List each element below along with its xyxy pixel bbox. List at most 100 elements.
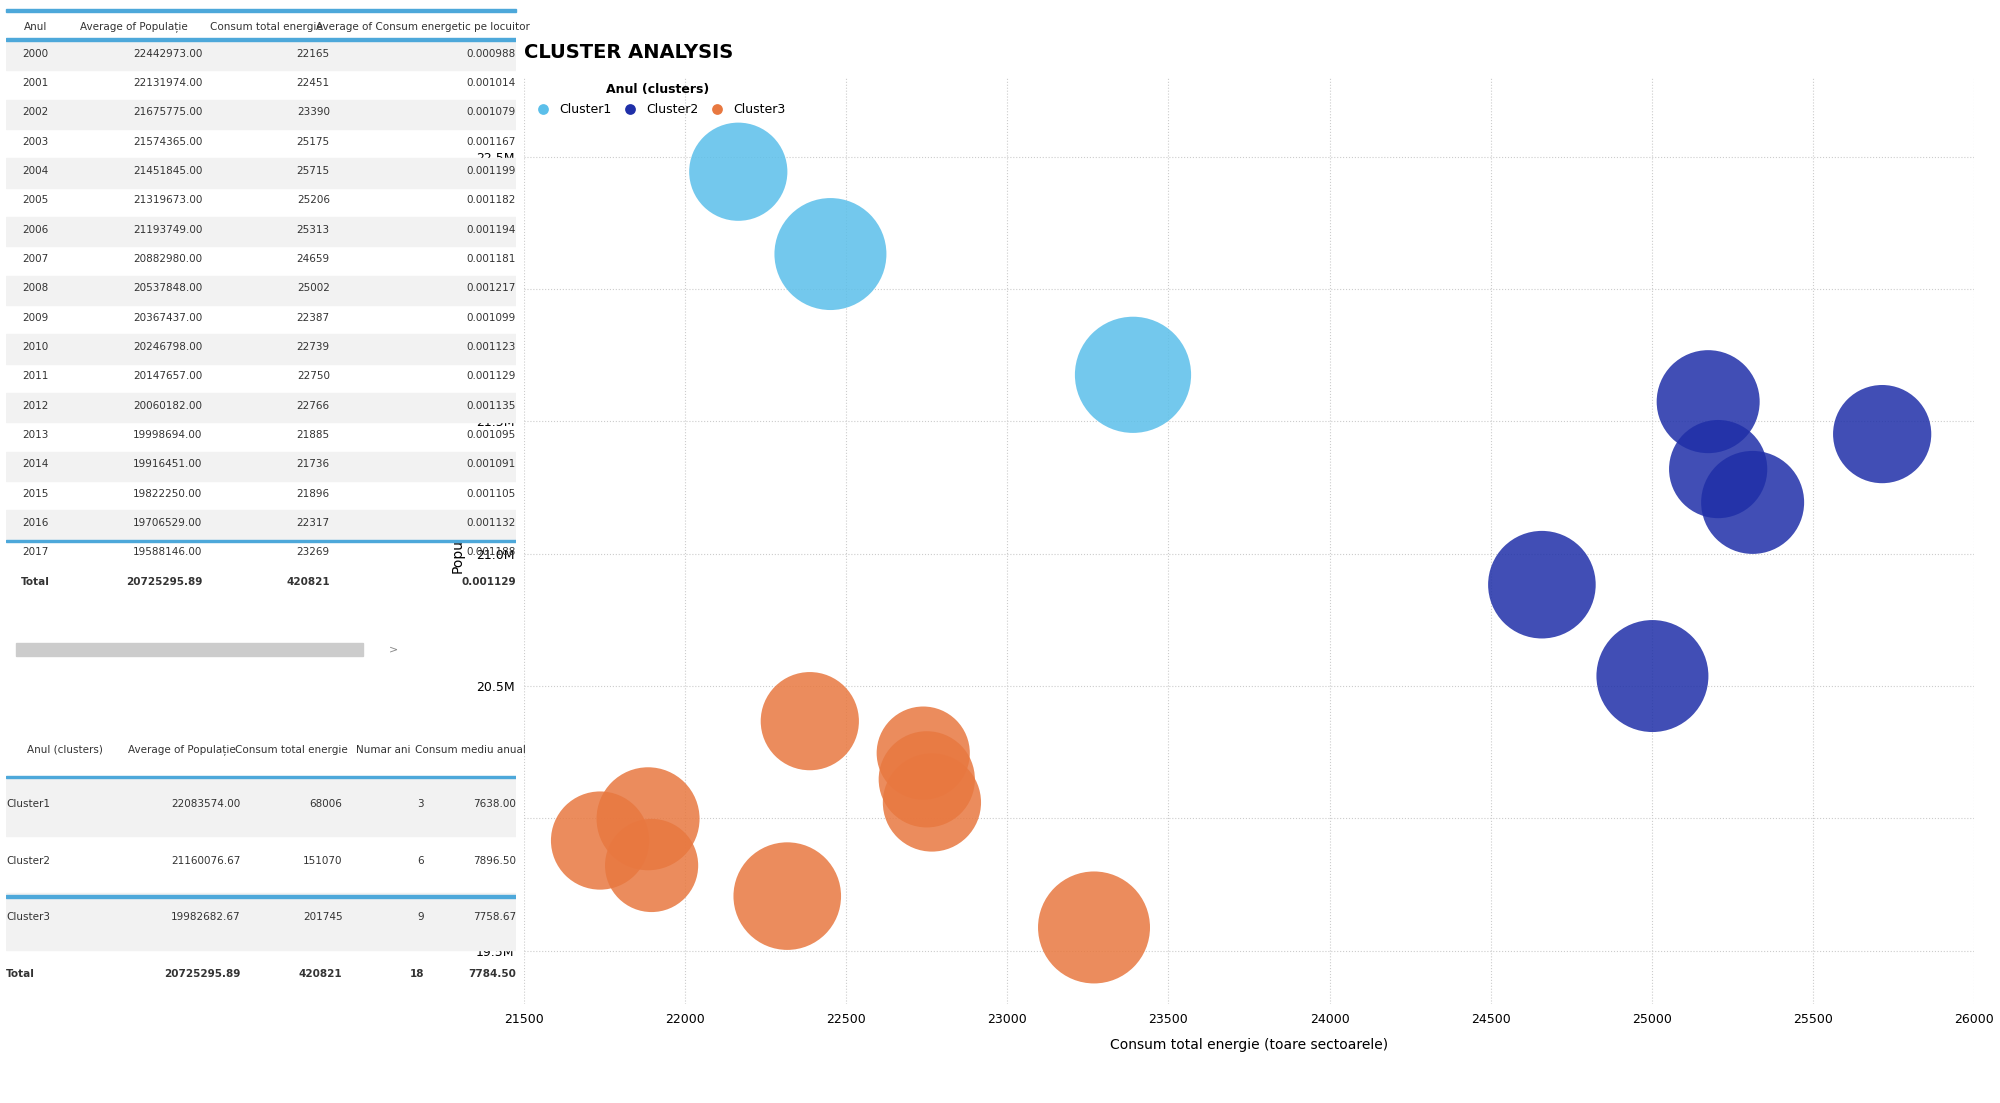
- Text: 420821: 420821: [298, 970, 342, 979]
- Text: 19982682.67: 19982682.67: [170, 912, 240, 922]
- Text: 2013: 2013: [22, 430, 48, 440]
- Point: [1118, 366, 1150, 384]
- Text: 25715: 25715: [296, 167, 330, 176]
- Text: Total: Total: [20, 577, 50, 587]
- Text: 25175: 25175: [296, 137, 330, 147]
- Text: 0.001099: 0.001099: [466, 313, 516, 323]
- Text: 2001: 2001: [22, 78, 48, 88]
- Point: [1692, 393, 1724, 410]
- Bar: [6, 159, 516, 188]
- Text: 20725295.89: 20725295.89: [164, 970, 240, 979]
- Bar: [6, 511, 516, 539]
- Text: 0.001129: 0.001129: [466, 372, 516, 382]
- Point: [814, 245, 846, 263]
- Text: 2011: 2011: [22, 372, 48, 382]
- Text: 2009: 2009: [22, 313, 48, 323]
- Text: 0.001188: 0.001188: [466, 547, 516, 557]
- Text: 19916451.00: 19916451.00: [132, 460, 202, 470]
- Text: 2017: 2017: [22, 547, 48, 557]
- Text: 3: 3: [418, 799, 424, 808]
- Text: 21896: 21896: [296, 489, 330, 499]
- Text: Cluster1: Cluster1: [6, 799, 50, 808]
- Bar: [6, 334, 516, 364]
- Text: 20060182.00: 20060182.00: [134, 400, 202, 410]
- Text: 0.001091: 0.001091: [466, 460, 516, 470]
- Bar: [6, 9, 516, 12]
- Text: 420821: 420821: [286, 577, 330, 587]
- Text: 0.001194: 0.001194: [466, 225, 516, 235]
- Text: 2014: 2014: [22, 460, 48, 470]
- Text: 24659: 24659: [296, 254, 330, 264]
- Legend: Cluster1, Cluster2, Cluster3: Cluster1, Cluster2, Cluster3: [530, 84, 786, 116]
- Point: [1636, 667, 1668, 685]
- Text: 21675775.00: 21675775.00: [132, 107, 202, 117]
- Text: 0.000988: 0.000988: [466, 49, 516, 58]
- Bar: [6, 41, 516, 71]
- Point: [636, 857, 668, 875]
- Text: 22131974.00: 22131974.00: [132, 78, 202, 88]
- Text: 2003: 2003: [22, 137, 48, 147]
- Text: 0.001123: 0.001123: [466, 342, 516, 352]
- Bar: [6, 276, 516, 306]
- Text: 20147657.00: 20147657.00: [134, 372, 202, 382]
- Text: 22165: 22165: [296, 49, 330, 58]
- Text: 7758.67: 7758.67: [472, 912, 516, 922]
- Bar: [6, 895, 516, 898]
- Text: 0.001167: 0.001167: [466, 137, 516, 147]
- Text: 201745: 201745: [302, 912, 342, 922]
- Text: 7784.50: 7784.50: [468, 970, 516, 979]
- Bar: [6, 217, 516, 246]
- Text: Consum mediu anual: Consum mediu anual: [414, 745, 526, 754]
- Text: 25313: 25313: [296, 225, 330, 235]
- Point: [1702, 460, 1734, 478]
- Point: [1866, 426, 1898, 443]
- Text: 21160076.67: 21160076.67: [172, 856, 240, 866]
- Text: >: >: [388, 644, 398, 654]
- Text: Cluster2: Cluster2: [6, 856, 50, 866]
- Text: 21574365.00: 21574365.00: [132, 137, 202, 147]
- Text: 7638.00: 7638.00: [474, 799, 516, 808]
- Point: [1736, 494, 1768, 512]
- Text: 25002: 25002: [296, 283, 330, 293]
- Bar: [6, 540, 516, 543]
- Text: 6: 6: [418, 856, 424, 866]
- Text: 20725295.89: 20725295.89: [126, 577, 202, 587]
- Text: 2007: 2007: [22, 254, 48, 264]
- Text: 19706529.00: 19706529.00: [134, 518, 202, 528]
- Text: 0.001129: 0.001129: [462, 577, 516, 587]
- Bar: [6, 99, 516, 129]
- Text: 2008: 2008: [22, 283, 48, 293]
- Text: 2012: 2012: [22, 400, 48, 410]
- Text: 22083574.00: 22083574.00: [172, 799, 240, 808]
- Text: Numar ani: Numar ani: [356, 745, 410, 754]
- Text: 21319673.00: 21319673.00: [132, 195, 202, 205]
- Text: 21885: 21885: [296, 430, 330, 440]
- Text: Average of Populație: Average of Populație: [128, 745, 236, 756]
- Text: 0.001014: 0.001014: [466, 78, 516, 88]
- X-axis label: Consum total energie (toare sectoarele): Consum total energie (toare sectoarele): [1110, 1038, 1388, 1051]
- Text: 22442973.00: 22442973.00: [132, 49, 202, 58]
- Text: 2010: 2010: [22, 342, 48, 352]
- Text: 22317: 22317: [296, 518, 330, 528]
- Text: 9: 9: [418, 912, 424, 922]
- Text: 22766: 22766: [296, 400, 330, 410]
- Text: 22387: 22387: [296, 313, 330, 323]
- Bar: [6, 775, 516, 779]
- Point: [916, 794, 948, 812]
- Text: 25206: 25206: [296, 195, 330, 205]
- Text: 20537848.00: 20537848.00: [134, 283, 202, 293]
- Bar: [6, 452, 516, 481]
- Text: 0.001199: 0.001199: [466, 167, 516, 176]
- Bar: [6, 893, 516, 950]
- Text: Consum total energie: Consum total energie: [236, 745, 348, 754]
- Text: Average of Populație: Average of Populație: [80, 22, 188, 32]
- Text: 20882980.00: 20882980.00: [134, 254, 202, 264]
- Text: Cluster3: Cluster3: [6, 912, 50, 922]
- Bar: [6, 393, 516, 422]
- Text: 0.001132: 0.001132: [466, 518, 516, 528]
- Point: [772, 887, 804, 904]
- Text: Average of Consum energetic pe locuitor: Average of Consum energetic pe locuitor: [316, 22, 530, 32]
- Text: 19998694.00: 19998694.00: [132, 430, 202, 440]
- Point: [910, 771, 942, 789]
- Text: 2002: 2002: [22, 107, 48, 117]
